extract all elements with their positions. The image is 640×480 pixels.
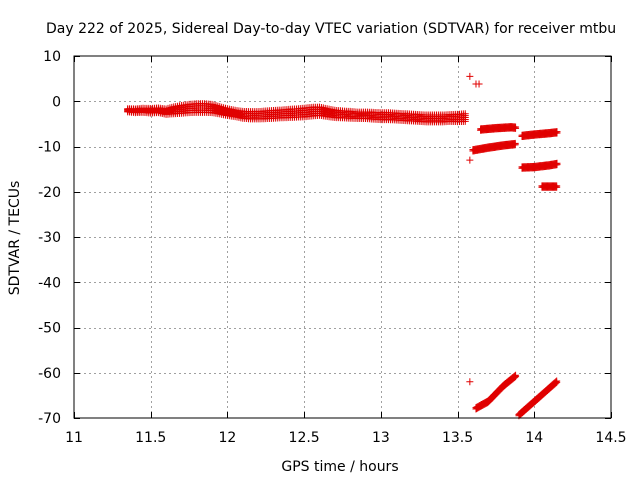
data-point	[466, 72, 474, 80]
data-point	[553, 128, 561, 136]
x-tick-label: 12	[219, 430, 237, 446]
data-marks	[124, 72, 561, 420]
data-point	[511, 372, 519, 380]
y-tick-label: -30	[38, 230, 61, 246]
chart-title: Day 222 of 2025, Sidereal Day-to-day VTE…	[46, 21, 616, 37]
data-point	[511, 139, 519, 147]
y-tick-label: 0	[52, 94, 61, 110]
x-tick-label: 11	[65, 430, 83, 446]
x-tick-label: 14.5	[595, 430, 626, 446]
y-tick-label: 10	[43, 49, 61, 65]
x-tick-label: 12.5	[289, 430, 320, 446]
data-point	[461, 110, 469, 118]
x-tick-label: 11.5	[135, 430, 166, 446]
x-tick-labels: 11 11.5 12 12.5 13 13.5 14 14.5	[65, 430, 627, 446]
data-point	[512, 123, 520, 131]
y-tick-label: -50	[38, 321, 61, 337]
data-point	[512, 371, 520, 379]
y-tick-labels: 10 0 -10 -20 -30 -40 -50 -60 -70	[38, 49, 61, 427]
data-point	[466, 378, 474, 386]
data-point	[553, 377, 561, 385]
y-tick-label: -20	[38, 185, 61, 201]
data-point	[552, 378, 560, 386]
data-point	[475, 80, 483, 88]
y-tick-label: -60	[38, 366, 61, 382]
x-tick-label: 13.5	[442, 430, 473, 446]
data-point	[553, 182, 561, 190]
y-tick-label: -40	[38, 275, 61, 291]
ticks-layer	[74, 56, 612, 419]
x-axis-label: GPS time / hours	[281, 459, 398, 475]
x-tick-label: 13	[372, 430, 390, 446]
y-tick-label: -70	[38, 411, 61, 427]
x-tick-label: 14	[525, 430, 543, 446]
data-point	[466, 156, 474, 164]
data-point	[553, 159, 561, 167]
y-axis-label: SDTVAR / TECUs	[7, 181, 23, 296]
y-tick-label: -10	[38, 140, 61, 156]
